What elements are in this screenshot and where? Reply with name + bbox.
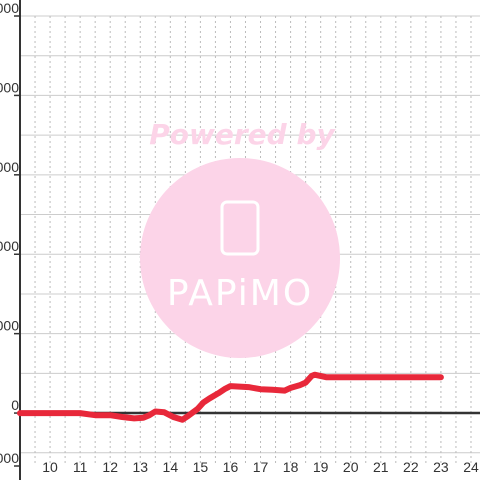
x-tick-label: 19: [313, 459, 329, 475]
x-tick-label: 12: [102, 459, 118, 475]
phone-icon: [220, 200, 260, 256]
y-tick-label: 0: [11, 397, 19, 413]
y-tick-label: 120,000: [0, 79, 19, 95]
watermark-logo-text: PAPiMO: [167, 273, 313, 314]
x-tick-label: 14: [163, 459, 179, 475]
watermark-text: Powered by: [149, 118, 336, 151]
x-tick-label: 21: [373, 459, 389, 475]
x-tick-label: 11: [73, 459, 88, 475]
y-tick-label: 150,000: [0, 0, 19, 16]
y-tick-label: 60,000: [0, 238, 19, 254]
y-tick-label: 90,000: [0, 159, 19, 175]
series: [17, 371, 444, 423]
x-tick-label: 18: [283, 459, 299, 475]
y-tick-label: -20,000: [0, 450, 19, 466]
x-tick-label: 23: [433, 459, 449, 475]
y-tick-label: 30,000: [0, 318, 19, 334]
series-line: [17, 371, 444, 423]
x-tick-label: 13: [132, 459, 148, 475]
x-tick-label: 20: [343, 459, 359, 475]
x-tick-label: 17: [253, 459, 269, 475]
x-tick-label: 10: [42, 459, 58, 475]
watermark: Powered by PAPiMO: [140, 118, 340, 358]
x-tick-label: 22: [403, 459, 419, 475]
x-tick-label: 15: [193, 459, 209, 475]
watermark-circle: [140, 158, 340, 358]
x-tick-label: 16: [223, 459, 239, 475]
x-tick-label: 24: [463, 459, 479, 475]
